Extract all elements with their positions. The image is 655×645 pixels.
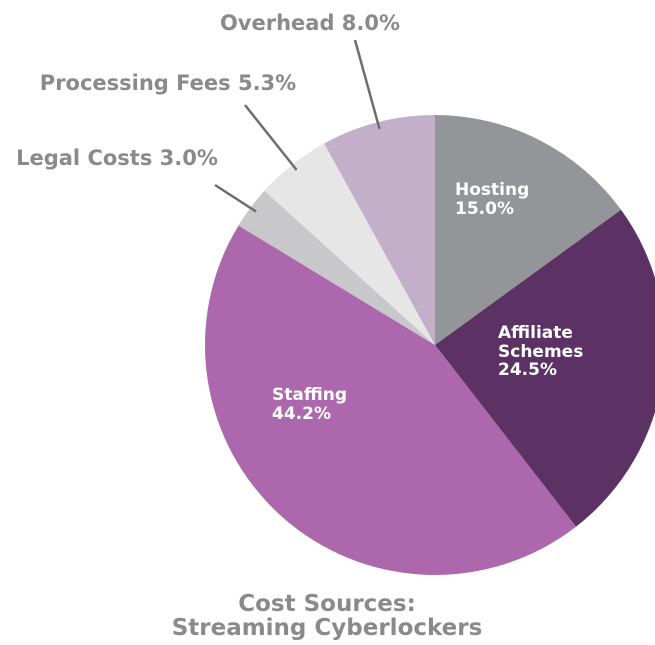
chart-title: Cost Sources: Streaming Cyberlockers	[171, 591, 483, 642]
slice-label: Legal Costs 3.0%	[16, 146, 218, 170]
slice-label: Affiliate Schemes 24.5%	[498, 324, 608, 380]
slice-name: Staffing	[272, 385, 348, 405]
pie-slice	[435, 209, 655, 527]
pie-slice	[204, 225, 576, 576]
slice-label: Hosting 15.0%	[455, 181, 565, 218]
slice-value: 15.0%	[455, 198, 514, 219]
slice-value: 8.0%	[341, 11, 401, 35]
leader-line	[244, 104, 298, 171]
pie-slice	[324, 115, 435, 345]
leader-line	[214, 183, 257, 213]
slice-value: 24.5%	[498, 360, 557, 381]
slice-value: 3.0%	[159, 146, 218, 170]
pie-slice	[238, 190, 435, 345]
slice-name: Overhead	[219, 11, 335, 35]
slice-label: Processing Fees 5.3%	[39, 71, 297, 95]
leader-line	[353, 39, 381, 130]
slice-name: Hosting	[455, 180, 530, 200]
slice-name: Processing Fees	[39, 71, 231, 95]
slice-label: Overhead 8.0%	[219, 11, 401, 35]
slice-value: 5.3%	[237, 71, 297, 95]
slice-label: Staffing 44.2%	[272, 386, 382, 423]
pie-slice	[435, 115, 622, 345]
slice-value: 44.2%	[272, 403, 331, 424]
slice-name: Affiliate Schemes	[498, 323, 584, 362]
slice-name: Legal Costs	[16, 146, 153, 170]
pie-slice	[264, 143, 435, 345]
